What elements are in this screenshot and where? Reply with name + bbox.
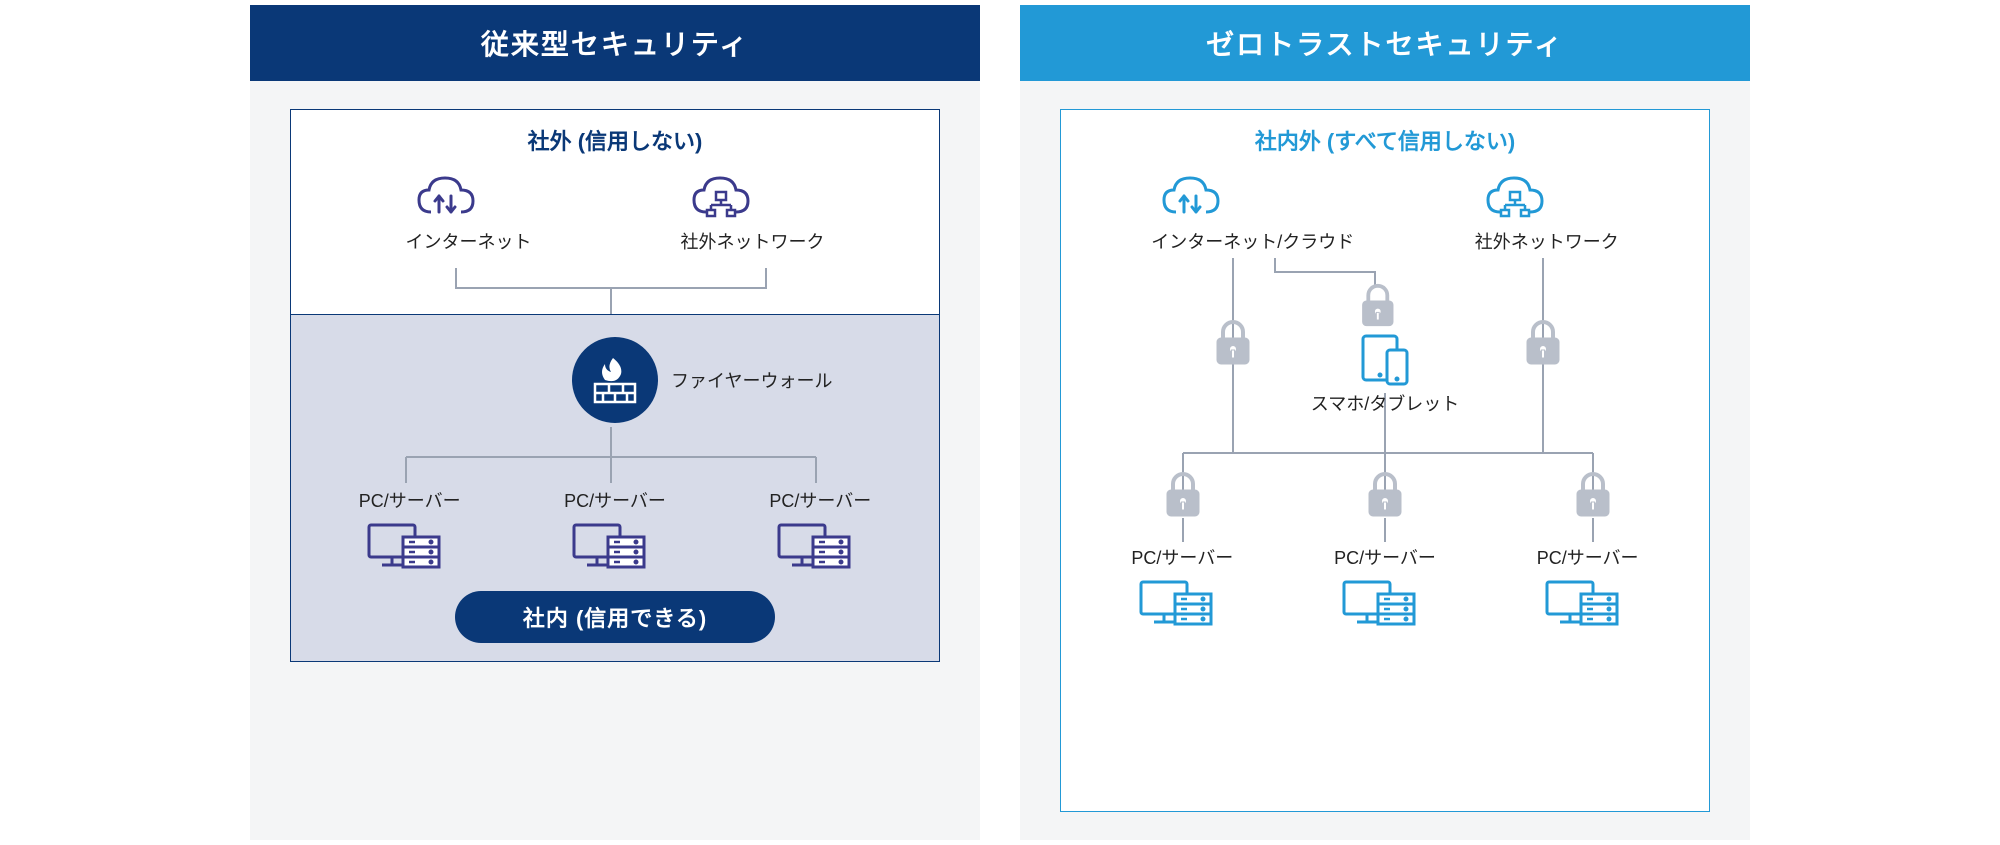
outside-box: 社外 (信用しない) インターネット 社外ネットワーク [290, 109, 940, 315]
ext-network-node: 社外ネットワーク [681, 166, 825, 254]
pc-label: PC/サーバー [1131, 544, 1233, 570]
ext-network-label-zt: 社外ネットワーク [1475, 228, 1619, 254]
zt-connectors: スマホ/タブレット [1061, 258, 1709, 518]
zt-pc-2: PC/サーバー [1334, 544, 1436, 632]
internet-label: インターネット [406, 228, 532, 254]
pc-server-2: PC/サーバー [564, 487, 666, 575]
pc-server-icon [1537, 574, 1627, 632]
firewall-label: ファイヤーウォール [671, 367, 832, 393]
pc-label: PC/サーバー [769, 487, 871, 513]
pc-server-icon [1131, 574, 1221, 632]
pc-server-icon [564, 517, 654, 575]
zerotrust-box: 社内外 (すべて信用しない) インターネット/クラウド 社外ネットワーク [1060, 109, 1710, 812]
ext-network-node-zt: 社外ネットワーク [1475, 166, 1619, 254]
firewall-icon [583, 350, 647, 410]
cloud-net-icon [681, 166, 759, 224]
pc-label: PC/サーバー [359, 487, 461, 513]
panel-header-zerotrust: ゼロトラストセキュリティ [1020, 5, 1750, 81]
panel-traditional: 従来型セキュリティ 社外 (信用しない) インターネット [250, 5, 980, 840]
pc-server-icon [1334, 574, 1424, 632]
cloud-net-icon [1475, 166, 1553, 224]
cloud-arrows-icon [1151, 166, 1229, 224]
cloud-arrows-icon [406, 166, 484, 224]
firewall-node [572, 337, 658, 423]
zt-pc-1: PC/サーバー [1131, 544, 1233, 632]
internet-cloud-node: インターネット/クラウド [1151, 166, 1354, 254]
pc-server-3: PC/サーバー [769, 487, 871, 575]
ext-network-label: 社外ネットワーク [681, 228, 825, 254]
zerotrust-title: 社内外 (すべて信用しない) [1061, 110, 1709, 156]
pc-server-1: PC/サーバー [359, 487, 461, 575]
panel-zerotrust: ゼロトラストセキュリティ 社内外 (すべて信用しない) インターネット/クラウド [1020, 5, 1750, 840]
pc-label: PC/サーバー [1334, 544, 1436, 570]
internet-cloud-label: インターネット/クラウド [1151, 228, 1354, 254]
outside-title: 社外 (信用しない) [291, 110, 939, 156]
pc-server-icon [769, 517, 859, 575]
pc-server-icon [359, 517, 449, 575]
inside-pill: 社内 (信用できる) [455, 591, 775, 643]
pc-label: PC/サーバー [564, 487, 666, 513]
panel-header-traditional: 従来型セキュリティ [250, 5, 980, 81]
inside-box: ファイヤーウォール PC/サーバー [290, 314, 940, 662]
connector-inside [291, 427, 939, 487]
zt-drop [1061, 518, 1709, 544]
zt-pc-3: PC/サーバー [1537, 544, 1639, 632]
connector-outside [291, 268, 939, 314]
mobile-label: スマホ/タブレット [1311, 393, 1459, 414]
internet-node: インターネット [406, 166, 532, 254]
pc-label: PC/サーバー [1537, 544, 1639, 570]
